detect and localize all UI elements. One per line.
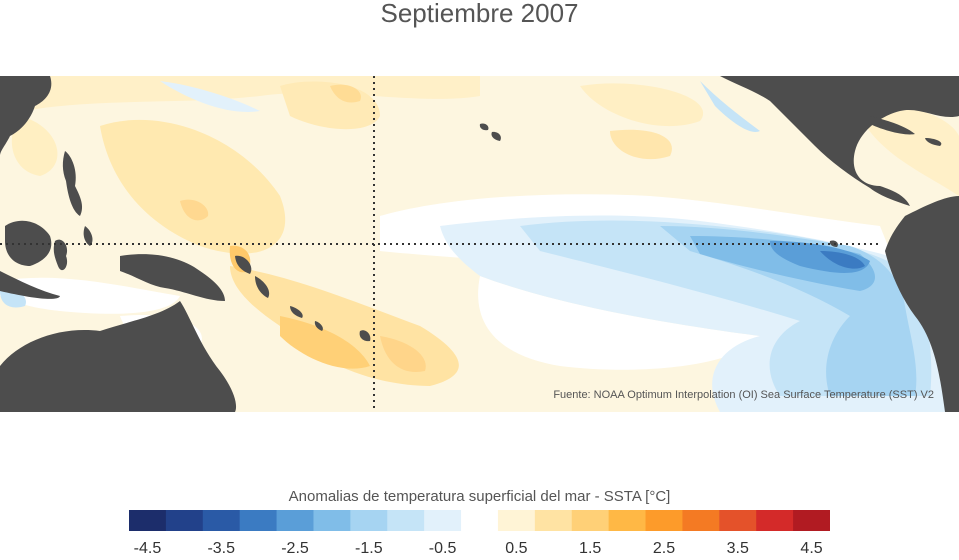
borneo-land	[5, 220, 52, 266]
caribbean-islands	[870, 116, 915, 135]
south-america-land	[885, 196, 959, 412]
land-masses	[0, 76, 959, 412]
colorbar-tick-label: -1.5	[355, 540, 383, 557]
colorbar-swatch	[571, 510, 610, 531]
colorbar-swatch	[534, 510, 573, 531]
cold-anomaly-tongue	[0, 81, 945, 412]
colorbar-swatch	[793, 510, 830, 531]
colorbar-swatch	[608, 510, 647, 531]
colorbar-swatch	[276, 510, 314, 531]
colorbar-swatch	[424, 510, 462, 531]
colorbar-tick-label: 3.5	[726, 540, 749, 557]
colorbar-swatch	[756, 510, 794, 531]
colorbar-swatch	[239, 510, 278, 531]
colorbar-swatch	[719, 510, 757, 531]
colorbar-tick-label: 1.5	[579, 540, 602, 557]
colorbar-tick-label: -2.5	[281, 540, 309, 557]
hawaii-land	[479, 123, 489, 131]
colorbar-tick-label: 0.5	[505, 540, 528, 557]
colorbar-tick-label: -0.5	[428, 540, 457, 557]
colorbar-swatch	[387, 510, 425, 531]
colorbar-swatch	[645, 510, 683, 531]
colorbar-swatch	[350, 510, 388, 531]
north-america-land	[720, 76, 959, 206]
colorbar-ticks: -4.5 -3.5 -2.5 -1.5 -0.5 0.5 1.5 2.5 3.5 4.5	[0, 540, 959, 560]
asia-land	[0, 76, 52, 156]
source-note: Fuente: NOAA Optimum Interpolation (OI) …	[553, 389, 934, 401]
colorbar-tick-label: -3.5	[207, 540, 236, 557]
colorbar-swatch	[129, 510, 167, 531]
new-guinea-land	[120, 254, 225, 301]
australia-land	[0, 301, 237, 412]
ssta-map: Fuente: NOAA Optimum Interpolation (OI) …	[0, 76, 959, 412]
colorbar-tick-label: 2.5	[652, 540, 676, 557]
colorbar-tick-label: -4.5	[133, 540, 162, 557]
warm-anomaly-patches	[0, 76, 959, 386]
colorbar	[129, 510, 830, 531]
colorbar-swatch	[202, 510, 241, 531]
colorbar-tick-label: 4.5	[800, 540, 823, 557]
colorbar-swatch	[165, 510, 204, 531]
philippines-land	[62, 151, 83, 216]
colorbar-swatch	[682, 510, 720, 531]
colorbar-swatch	[497, 510, 536, 531]
colorbar-swatch	[313, 510, 351, 531]
colorbar-label: Anomalias de temperatura superficial del…	[288, 488, 671, 505]
colorbar-swatch	[461, 510, 499, 531]
map-title: Septiembre 2007	[380, 0, 579, 28]
